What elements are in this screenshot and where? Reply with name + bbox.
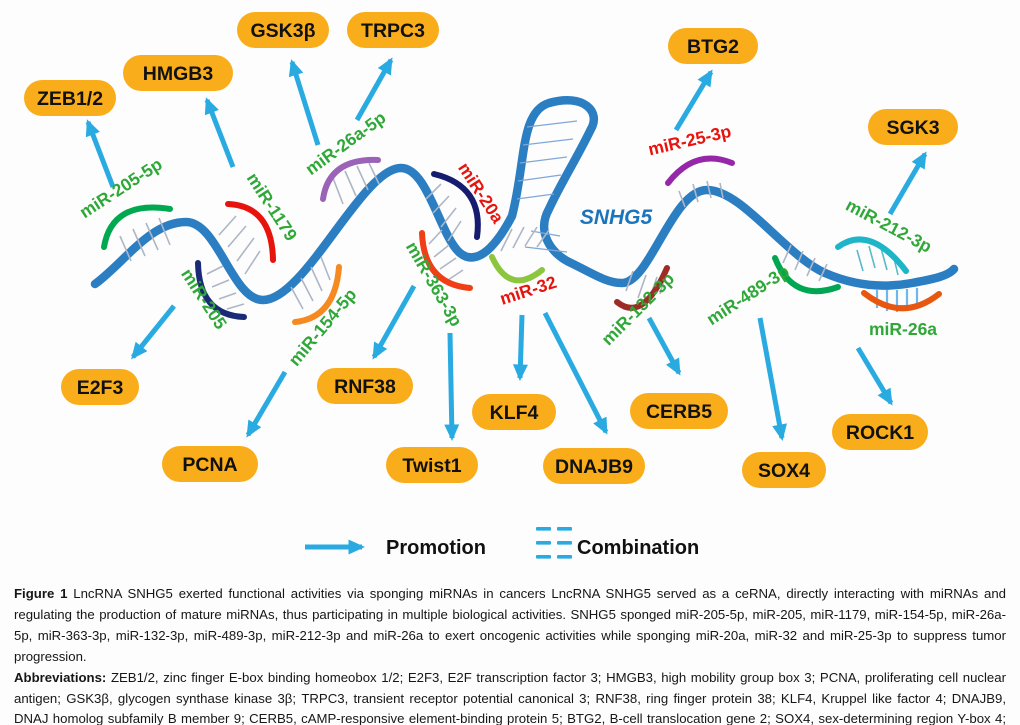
caption-main: Figure 1 LncRNA SNHG5 exerted functional… bbox=[14, 584, 1006, 668]
svg-text:Twist1: Twist1 bbox=[402, 455, 461, 477]
arrow-to-twist1 bbox=[444, 332, 460, 441]
hatch-mir-154-5p bbox=[290, 256, 331, 310]
mirna-arcs bbox=[101, 155, 942, 325]
svg-text:CERB5: CERB5 bbox=[646, 401, 712, 423]
mir-489-3p-arc bbox=[772, 255, 841, 295]
hatch-mir-25-3p bbox=[678, 180, 724, 208]
mir-20a-arc bbox=[431, 171, 481, 240]
arrow-to-sox4 bbox=[757, 317, 787, 441]
snhg5-diagram: miR-205-5p miR-1179 miR-26a-5p miR-20a m… bbox=[24, 12, 959, 559]
gene-node-zeb12: ZEB1/2 bbox=[24, 80, 116, 116]
gene-node-pcna: PCNA bbox=[162, 446, 258, 482]
mir-25-3p-label: miR-25-3p bbox=[646, 121, 733, 160]
svg-text:KLF4: KLF4 bbox=[490, 402, 539, 424]
svg-text:SGK3: SGK3 bbox=[886, 117, 939, 139]
svg-text:E2F3: E2F3 bbox=[77, 377, 124, 399]
caption-abbreviations: Abbreviations: ZEB1/2, zinc finger E-box… bbox=[14, 668, 1006, 725]
svg-text:BTG2: BTG2 bbox=[687, 36, 739, 58]
gene-node-e2f3: E2F3 bbox=[61, 369, 139, 405]
mir-154-5p-arc bbox=[292, 264, 342, 325]
mir-212-3p-label: miR-212-3p bbox=[842, 195, 935, 257]
gene-node-twist1: Twist1 bbox=[386, 447, 478, 483]
svg-text:TRPC3: TRPC3 bbox=[361, 20, 425, 42]
mir-25-3p-arc bbox=[665, 155, 735, 186]
hatch-mir-212-3p bbox=[856, 245, 899, 276]
caption-abbrev-body: ZEB1/2, zinc finger E-box binding homeob… bbox=[14, 669, 1006, 725]
gene-nodes: ZEB1/2 HMGB3 GSK3β TRPC3 BTG2 bbox=[24, 12, 958, 488]
gene-node-klf4: KLF4 bbox=[472, 394, 556, 430]
gene-node-hmgb3: HMGB3 bbox=[123, 55, 233, 91]
legend-combination-dashes-icon bbox=[536, 527, 572, 559]
arrow-to-sgk3 bbox=[887, 151, 928, 216]
arrow-to-klf4 bbox=[512, 314, 528, 381]
hatch-mir-20a bbox=[425, 183, 462, 242]
mir-363-3p-arc bbox=[419, 230, 473, 291]
legend-combination-label: Combination bbox=[577, 537, 699, 559]
arrow-to-pcna bbox=[245, 370, 288, 438]
figure-caption: Figure 1 LncRNA SNHG5 exerted functional… bbox=[14, 584, 1006, 725]
svg-text:RNF38: RNF38 bbox=[334, 376, 396, 398]
gene-node-btg2: BTG2 bbox=[668, 28, 758, 64]
arrow-to-rock1 bbox=[855, 346, 894, 406]
snhg5-wave bbox=[90, 95, 959, 305]
hatch-mir-1179 bbox=[218, 215, 261, 275]
gene-node-rock1: ROCK1 bbox=[832, 414, 928, 450]
snhg5-title: SNHG5 bbox=[580, 206, 653, 229]
mir-212-3p-arc bbox=[835, 236, 909, 274]
arrow-to-rnf38 bbox=[371, 284, 417, 360]
mir-205-label: miR-205 bbox=[177, 265, 231, 333]
legend-promotion-label: Promotion bbox=[386, 537, 486, 559]
promotion-arrows bbox=[85, 57, 928, 441]
arrow-to-dnajb9 bbox=[542, 311, 609, 435]
gene-node-cerb5: CERB5 bbox=[630, 393, 728, 429]
figure-canvas: miR-205-5p miR-1179 miR-26a-5p miR-20a m… bbox=[24, 12, 959, 559]
gene-node-trpc3: TRPC3 bbox=[347, 12, 439, 48]
arrow-to-btg2 bbox=[673, 69, 714, 132]
caption-abbrev-label: Abbreviations: bbox=[14, 669, 107, 685]
mir-32-arc bbox=[489, 254, 545, 284]
svg-text:DNAJB9: DNAJB9 bbox=[555, 456, 633, 478]
mir-205-5p-arc bbox=[101, 204, 173, 250]
svg-text:ROCK1: ROCK1 bbox=[846, 422, 914, 444]
mir-205-5p-label: miR-205-5p bbox=[76, 154, 166, 222]
hatch-mir-363-3p bbox=[428, 229, 464, 281]
hairpin-loop-rungs bbox=[516, 120, 578, 253]
arrow-to-gsk3b bbox=[288, 59, 321, 146]
caption-body: LncRNA SNHG5 exerted functional activiti… bbox=[14, 586, 1006, 664]
gene-node-sgk3: SGK3 bbox=[868, 109, 958, 145]
mir-26a-5p-arc bbox=[320, 156, 381, 202]
arrow-to-e2f3 bbox=[131, 304, 176, 360]
mir-20a-label: miR-20a bbox=[454, 159, 508, 227]
legend: Promotion Combination bbox=[305, 527, 699, 559]
hatch-mir-489-3p bbox=[782, 244, 828, 282]
mir-132-3p-arc bbox=[614, 265, 670, 311]
caption-figure-label: Figure 1 bbox=[14, 586, 68, 601]
svg-text:HMGB3: HMGB3 bbox=[143, 63, 214, 85]
arrow-to-trpc3 bbox=[354, 57, 394, 122]
svg-text:SOX4: SOX4 bbox=[758, 460, 810, 482]
mir-205-arc bbox=[195, 260, 247, 320]
hatch-mir-205 bbox=[206, 265, 245, 310]
arrow-to-zeb12 bbox=[85, 119, 116, 188]
gene-node-sox4: SOX4 bbox=[742, 452, 826, 488]
mir-26a-label: miR-26a bbox=[869, 319, 937, 339]
arrow-to-hmgb3 bbox=[204, 97, 236, 168]
arrow-to-cerb5 bbox=[646, 316, 682, 376]
mir-1179-arc bbox=[225, 201, 276, 263]
mir-26a-arc bbox=[861, 290, 942, 312]
hatch-mir-32 bbox=[500, 226, 550, 252]
hatch-mir-26a-5p bbox=[332, 162, 380, 205]
hatch-mir-205-5p bbox=[119, 217, 171, 262]
svg-text:GSK3β: GSK3β bbox=[250, 20, 315, 42]
mir-489-3p-label: miR-489-3p bbox=[703, 261, 793, 329]
gene-node-gsk3b: GSK3β bbox=[237, 12, 329, 48]
svg-text:ZEB1/2: ZEB1/2 bbox=[37, 88, 103, 110]
gene-node-rnf38: RNF38 bbox=[317, 368, 413, 404]
gene-node-dnajb9: DNAJB9 bbox=[543, 448, 645, 484]
svg-text:PCNA: PCNA bbox=[182, 454, 237, 476]
